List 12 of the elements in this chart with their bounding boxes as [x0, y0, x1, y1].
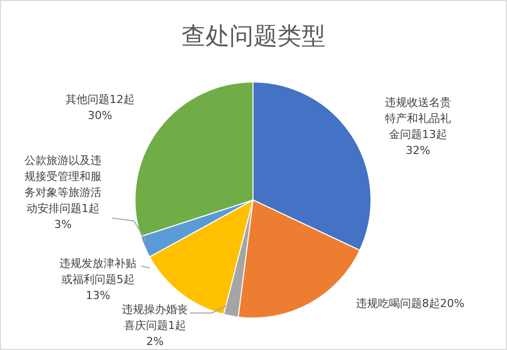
slice-label: 违规操办婚丧喜庆问题1起 — [122, 303, 188, 332]
slice-label: 违规收送名贵特产和礼品礼金问题13起 — [385, 96, 451, 141]
data-label: 13% — [86, 289, 110, 302]
data-label: 3% — [54, 218, 72, 231]
slice-label: 其他问题12起 — [66, 93, 134, 106]
data-label: 2% — [146, 335, 164, 348]
data-label: 30% — [88, 109, 112, 122]
data-label: 32% — [406, 144, 430, 157]
slice-label: 违规吃喝问题8起20% — [356, 297, 464, 310]
chart-title: 查处问题类型 — [182, 22, 326, 50]
slice-label: 公款旅游以及违规接受管理和服务对象等旅游活动安排问题1起 — [24, 154, 102, 215]
slice-label: 违规发放津补贴或福利问题5起 — [60, 257, 136, 286]
